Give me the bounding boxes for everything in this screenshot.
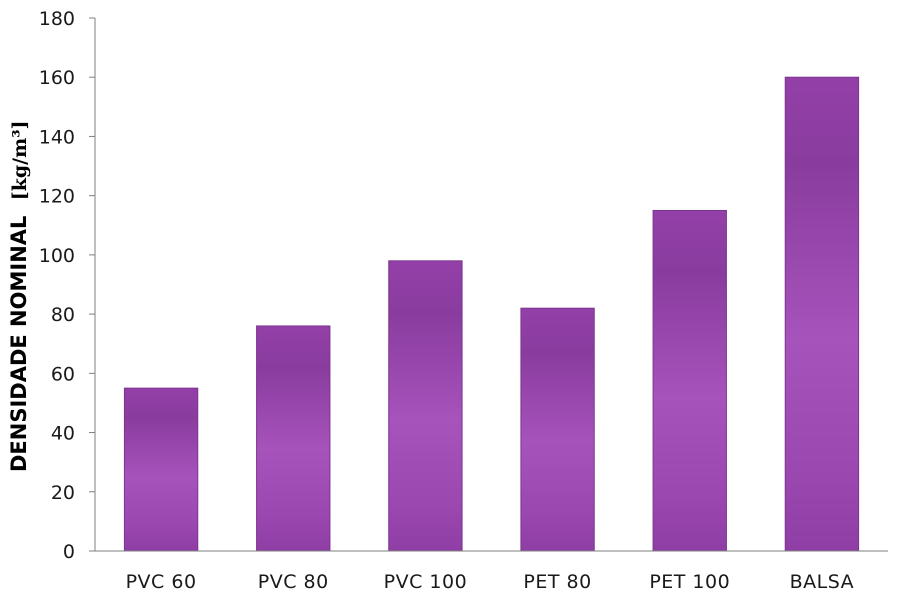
y-tick-label: 160 bbox=[39, 67, 75, 89]
y-tick-label: 40 bbox=[51, 423, 75, 445]
y-axis-title: DENSIDADE NOMINAL [kg/m³] bbox=[7, 120, 31, 472]
x-tick-label: PVC 100 bbox=[384, 571, 468, 593]
y-tick-label: 140 bbox=[39, 126, 75, 148]
x-axis-labels: PVC 60 PVC 80 PVC 100 PET 80 PET 100 BALSA bbox=[126, 571, 855, 593]
bars bbox=[123, 76, 860, 552]
bar-balsa bbox=[784, 76, 860, 552]
y-tick-label: 0 bbox=[63, 541, 75, 563]
x-tick-label: BALSA bbox=[790, 571, 855, 593]
y-tick-label: 80 bbox=[51, 304, 75, 326]
x-tick-label: PET 80 bbox=[523, 571, 591, 593]
y-tick-label: 120 bbox=[39, 186, 75, 208]
bar-pvc-80 bbox=[256, 325, 331, 552]
svg-text:DENSIDADE NOMINAL [kg/m³: DENSIDADE NOMINAL [kg/m³] bbox=[7, 120, 31, 472]
x-tick-label: PVC 80 bbox=[258, 571, 329, 593]
y-tick-label: 20 bbox=[51, 482, 75, 504]
y-axis-title-text: DENSIDADE NOMINAL bbox=[7, 216, 31, 472]
bar-pvc-60 bbox=[123, 387, 199, 552]
y-tick-label: 100 bbox=[39, 245, 75, 267]
bar-pvc-100 bbox=[388, 260, 463, 552]
bar-pet-100 bbox=[652, 209, 727, 552]
y-tick-label: 180 bbox=[39, 8, 75, 30]
bar-pet-80 bbox=[520, 307, 595, 552]
x-tick-label: PET 100 bbox=[649, 571, 730, 593]
x-tick-label: PVC 60 bbox=[126, 571, 197, 593]
y-axis-title-unit: [kg/m³] bbox=[9, 120, 31, 200]
y-axis-ticks: 0 20 40 60 80 100 120 140 160 180 bbox=[39, 8, 95, 563]
y-tick-label: 60 bbox=[51, 363, 75, 385]
